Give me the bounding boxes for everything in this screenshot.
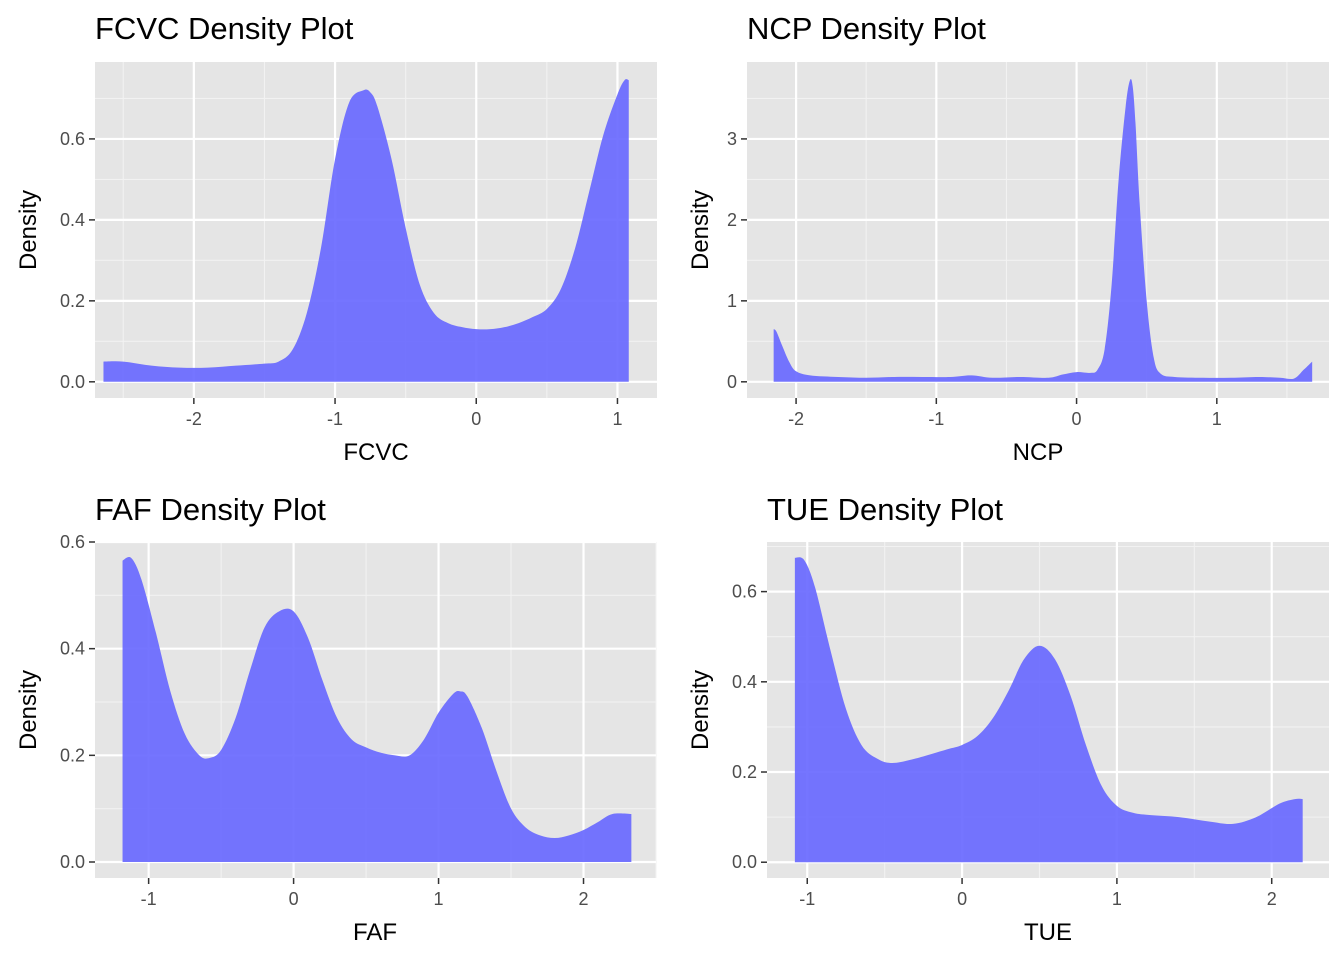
fcvc-density-area	[103, 79, 629, 382]
fcvc-y-tick-label: 0.0	[60, 372, 85, 392]
tue-y-axis: 0.0 0.2 0.4 0.6	[732, 582, 767, 872]
tue-y-tick-label: 0.4	[732, 672, 757, 692]
fcvc-y-tick-label: 0.2	[60, 291, 85, 311]
tue-chart-title: TUE Density Plot	[767, 492, 1003, 527]
tue-x-tick-label: -1	[799, 889, 815, 909]
faf-y-tick-label: 0.4	[60, 639, 85, 659]
tue-density-chart: TUE Density Plot -1 0 1 2 0.00.20.40.6 TUE …	[687, 492, 1329, 946]
faf-x-tick-label: 1	[434, 889, 444, 909]
tue-y-tick-label: 0.0	[732, 852, 757, 872]
tue-y-tick-label: 0.2	[732, 762, 757, 782]
fcvc-y-tick-label: 0.6	[60, 129, 85, 149]
ncp-y-tick-label: 1	[727, 291, 737, 311]
faf-y-axis-title: Density	[15, 670, 42, 750]
ncp-x-tick-label: -1	[928, 409, 944, 429]
ncp-x-axis-title: NCP	[1013, 439, 1064, 466]
tue-x-axis: -1 0 1 2	[799, 878, 1277, 909]
tue-x-tick-label: 0	[957, 889, 967, 909]
faf-density-area	[122, 557, 632, 862]
tue-y-tick-label: 0.6	[732, 582, 757, 602]
ncp-density-chart: NCP Density Plot -2 -1 0 1 0 1 2 3 NCP Density	[687, 11, 1329, 466]
fcvc-x-axis: -2 -1 0 1	[186, 398, 622, 429]
faf-chart-title: FAF Density Plot	[95, 492, 326, 527]
tue-density-layer	[794, 557, 1303, 863]
fcvc-y-axis-title: Density	[15, 190, 42, 270]
ncp-y-tick-label: 2	[727, 210, 737, 230]
faf-x-tick-label: 2	[579, 889, 589, 909]
fcvc-y-axis: 0.0 0.2 0.4 0.6	[60, 129, 95, 392]
faf-x-axis: -1 0 1 2	[141, 878, 589, 909]
ncp-chart-title: NCP Density Plot	[747, 11, 986, 46]
faf-y-tick-label: 0.2	[60, 745, 85, 765]
ncp-plot-panel	[747, 62, 1329, 398]
fcvc-chart-title: FCVC Density Plot	[95, 11, 354, 46]
ncp-y-tick-label: 3	[727, 129, 737, 149]
tue-x-tick-label: 1	[1112, 889, 1122, 909]
faf-density-layer	[122, 557, 632, 862]
faf-density-chart: FAF Density Plot -1 0 1 2 0.00.20.40.6 FAF …	[15, 492, 657, 946]
faf-x-tick-label: -1	[141, 889, 157, 909]
ncp-x-axis: -2 -1 0 1	[788, 398, 1222, 429]
fcvc-x-tick-label: 1	[612, 409, 622, 429]
tue-y-axis-title: Density	[687, 670, 714, 750]
fcvc-y-tick-label: 0.4	[60, 210, 85, 230]
ncp-x-tick-label: -2	[788, 409, 804, 429]
fcvc-x-tick-label: 0	[471, 409, 481, 429]
fcvc-x-axis-title: FCVC	[343, 439, 408, 466]
tue-x-tick-label: 2	[1267, 889, 1277, 909]
ncp-x-tick-label: 0	[1072, 409, 1082, 429]
fcvc-x-tick-label: -1	[327, 409, 343, 429]
faf-y-tick-label: 0.6	[60, 532, 85, 552]
faf-y-tick-label: 0.0	[60, 852, 85, 872]
faf-x-axis-title: FAF	[353, 919, 397, 946]
ncp-x-tick-label: 1	[1212, 409, 1222, 429]
faf-y-axis: 0.0 0.2 0.4 0.6	[60, 532, 95, 872]
faf-x-tick-label: 0	[289, 889, 299, 909]
tue-x-axis-title: TUE	[1024, 919, 1072, 946]
ncp-y-axis: 0 1 2 3	[727, 129, 747, 392]
fcvc-density-layer	[103, 79, 629, 382]
fcvc-density-chart: FCVC Density Plot -2 -1 0 1 0.0 0.2 0.4 0.6 FC…	[15, 11, 657, 466]
tue-density-area	[794, 557, 1303, 863]
ncp-y-tick-label: 0	[727, 372, 737, 392]
fcvc-x-tick-label: -2	[186, 409, 202, 429]
ncp-y-axis-title: Density	[687, 190, 714, 270]
